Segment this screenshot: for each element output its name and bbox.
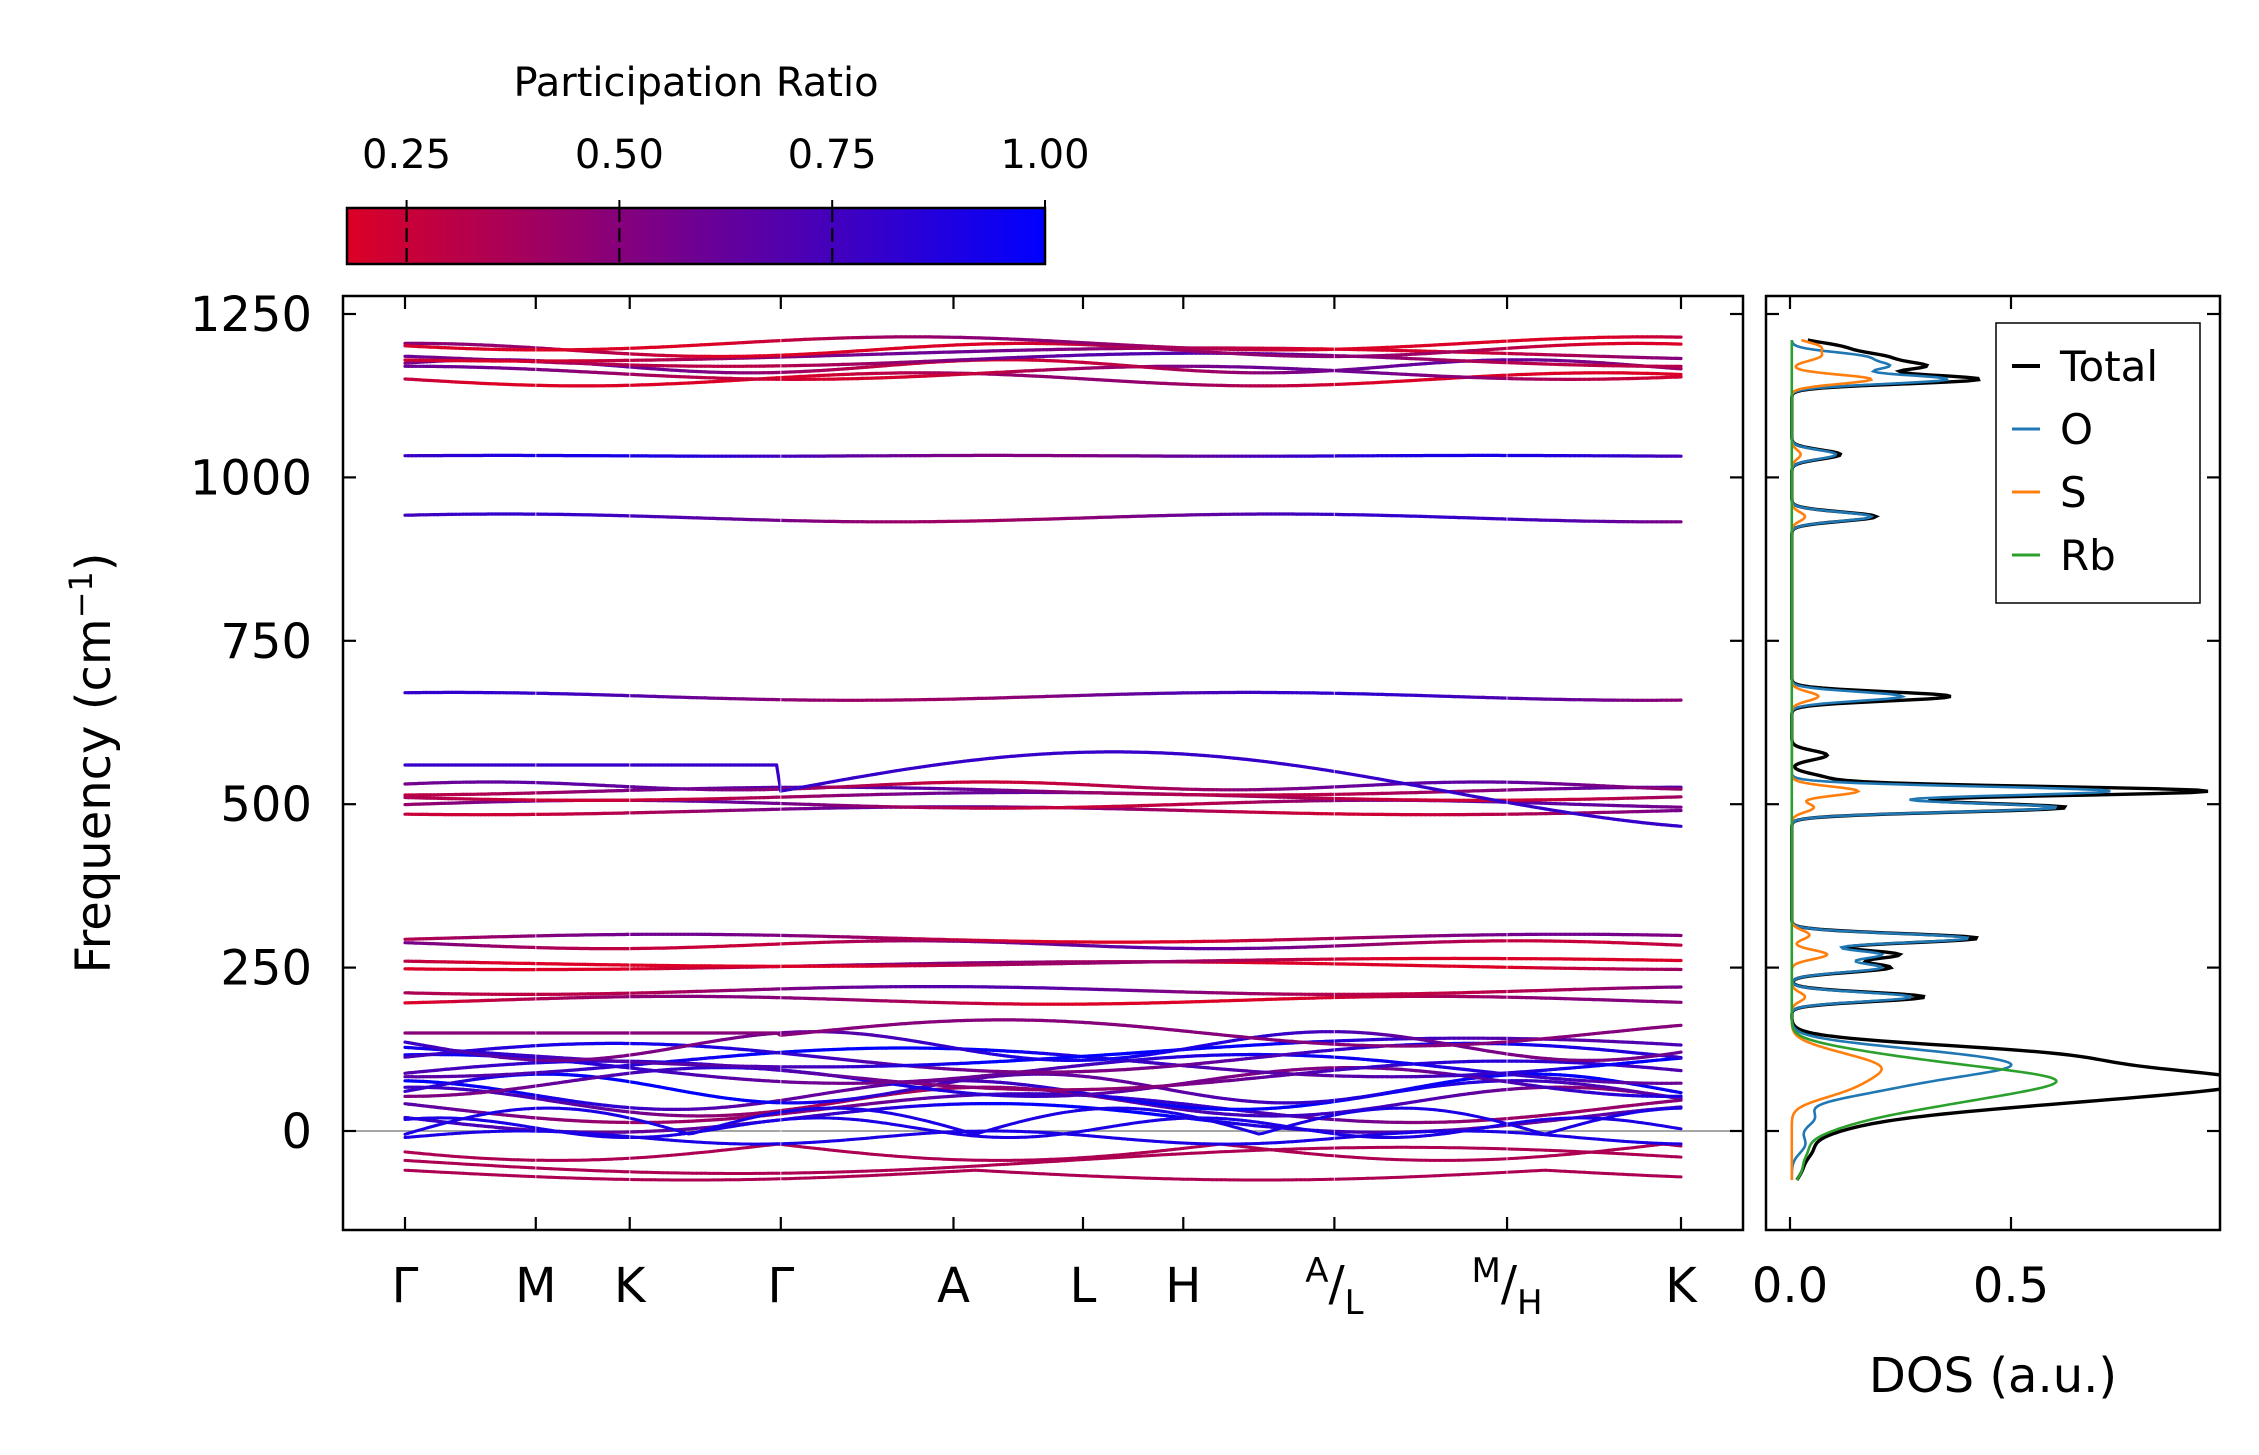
- colorbar-tick-label: 0.25: [362, 132, 451, 178]
- colorbar-gradient: [345, 206, 1047, 266]
- colorbar-tick-label: 0.50: [575, 132, 664, 178]
- colorbar-title: Participation Ratio: [513, 60, 878, 106]
- colorbar: Participation Ratio 0.25 0.50 0.75 1.00: [345, 60, 1090, 266]
- colorbar-tick-label: 1.00: [1000, 132, 1089, 178]
- colorbar-tick-label: 0.75: [788, 132, 877, 178]
